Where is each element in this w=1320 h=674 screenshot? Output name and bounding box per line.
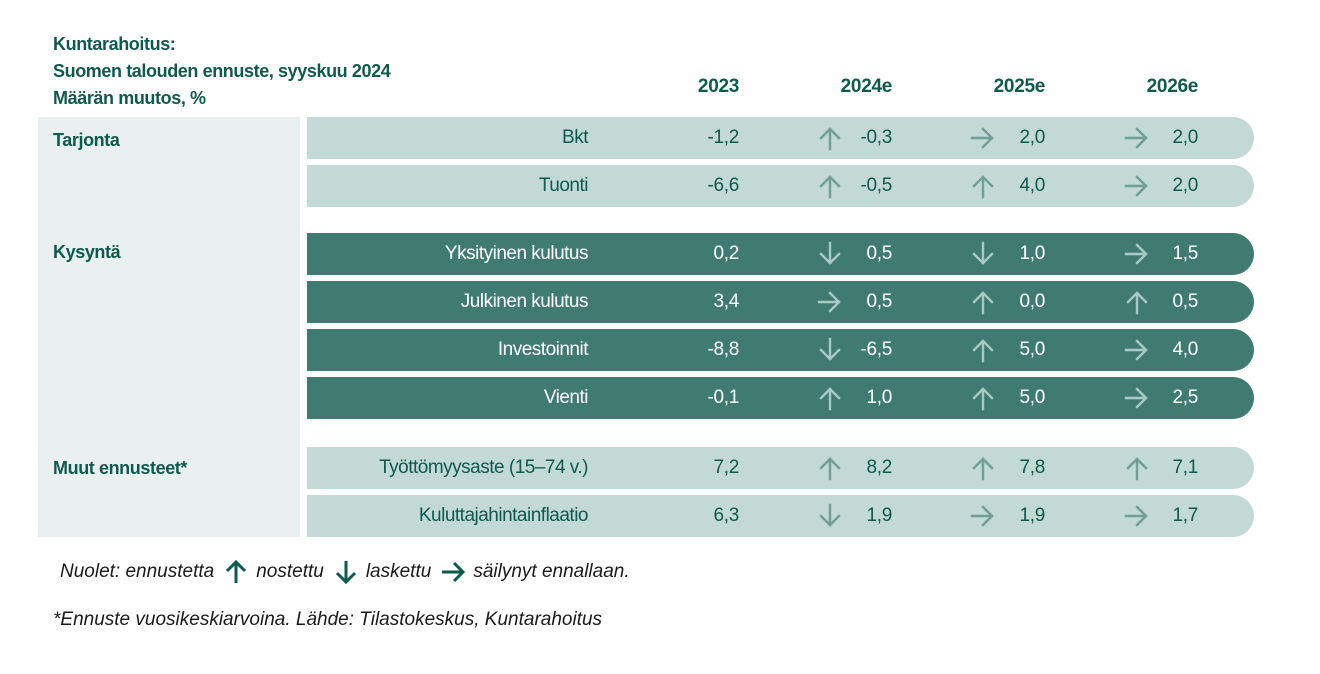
arrow-up-icon <box>817 173 843 199</box>
arrow-down-icon <box>817 337 843 363</box>
row-label: Julkinen kulutus <box>460 291 589 312</box>
cell-value: 4,0 <box>1172 339 1198 360</box>
cell-value: 8,2 <box>866 457 892 478</box>
arrow-up-icon <box>1124 289 1150 315</box>
arrow-right-icon <box>1124 503 1150 529</box>
cell-value: 3,4 <box>713 291 739 312</box>
arrow-right-icon <box>1124 241 1150 267</box>
table-row: Julkinen kulutus 3,4 0,5 0,0 0,5 <box>307 281 1254 323</box>
arrow-right-icon <box>1124 385 1150 411</box>
cell-value: 1,0 <box>866 387 892 408</box>
footnote: *Ennuste vuosikeskiarvoina. Lähde: Tilas… <box>53 609 603 630</box>
cell-value: -0,1 <box>707 387 739 408</box>
cell-value: 1,5 <box>1172 243 1198 264</box>
cell-value: 6,3 <box>713 505 739 526</box>
arrow-right-icon <box>1124 125 1150 151</box>
row-label: Tuonti <box>538 175 589 196</box>
cell-value: 0,5 <box>866 243 892 264</box>
arrow-up-icon <box>817 385 843 411</box>
row-label: Bkt <box>562 127 588 148</box>
arrow-up-icon <box>817 125 843 151</box>
cell-value: 2,0 <box>1172 127 1198 148</box>
row-label: Investoinnit <box>497 339 589 360</box>
arrow-down-icon <box>817 503 843 529</box>
arrow-down-icon <box>332 558 360 586</box>
cell-value: 1,9 <box>866 505 892 526</box>
cell-value: 1,0 <box>1019 243 1045 264</box>
legend-down-label: laskettu <box>365 561 432 582</box>
cell-value: 2,5 <box>1172 387 1198 408</box>
cell-value: -6,6 <box>707 175 739 196</box>
arrow-down-icon <box>970 241 996 267</box>
arrow-right-icon <box>1124 337 1150 363</box>
arrow-up-icon <box>970 289 996 315</box>
title-line-1: Kuntarahoitus: <box>53 34 176 54</box>
arrow-right-icon <box>439 558 467 586</box>
cell-value: 0,2 <box>713 243 739 264</box>
chart-title: Kuntarahoitus: Suomen talouden ennuste, … <box>53 31 391 112</box>
cell-value: -0,3 <box>860 127 892 148</box>
cell-value: -1,2 <box>707 127 739 148</box>
arrow-right-icon <box>1124 173 1150 199</box>
arrow-up-icon <box>1124 455 1150 481</box>
cell-value: 2,0 <box>1172 175 1198 196</box>
table-row: Vienti -0,1 1,0 5,0 2,5 <box>307 377 1254 419</box>
category-label: Muut ennusteet* <box>53 458 188 478</box>
arrow-right-icon <box>817 289 843 315</box>
arrow-up-icon <box>222 558 250 586</box>
arrow-right-icon <box>970 125 996 151</box>
cell-value: 7,2 <box>713 457 739 478</box>
title-line-2: Suomen talouden ennuste, syyskuu 2024 <box>53 61 391 81</box>
legend-prefix: Nuolet: ennustetta <box>60 561 215 582</box>
arrow-up-icon <box>817 455 843 481</box>
title-line-3: Määrän muutos, % <box>53 88 206 108</box>
table-row: Tuonti -6,6 -0,5 4,0 2,0 <box>307 165 1254 207</box>
table-row: Työttömyysaste (15–74 v.) 7,2 8,2 7,8 7,1 <box>307 447 1254 489</box>
arrow-up-icon <box>970 385 996 411</box>
cell-value: 0,5 <box>1172 291 1198 312</box>
category-label: Tarjonta <box>53 130 120 150</box>
column-header: 2025e <box>993 76 1046 97</box>
arrow-up-icon <box>970 337 996 363</box>
cell-value: 4,0 <box>1019 175 1045 196</box>
table-row: Investoinnit -8,8 -6,5 5,0 4,0 <box>307 329 1254 371</box>
cell-value: 7,8 <box>1019 457 1045 478</box>
cell-value: 7,1 <box>1172 457 1198 478</box>
row-label: Vienti <box>543 387 589 408</box>
table-row: Kuluttajahintainflaatio 6,3 1,9 1,9 1,7 <box>307 495 1254 537</box>
cell-value: 2,0 <box>1019 127 1045 148</box>
legend-up-label: nostettu <box>256 561 324 582</box>
arrow-up-icon <box>970 173 996 199</box>
arrow-legend: Nuolet: ennustetta nostettu laskettu säi… <box>60 558 630 586</box>
cell-value: 0,0 <box>1019 291 1045 312</box>
category-label: Kysyntä <box>53 242 121 262</box>
table-row: Yksityinen kulutus 0,2 0,5 1,0 1,5 <box>307 233 1254 275</box>
row-label: Yksityinen kulutus <box>444 243 589 264</box>
cell-value: 0,5 <box>866 291 892 312</box>
arrow-up-icon <box>970 455 996 481</box>
cell-value: 1,7 <box>1172 505 1198 526</box>
cell-value: -8,8 <box>707 339 739 360</box>
cell-value: 1,9 <box>1019 505 1045 526</box>
cell-value: -0,5 <box>860 175 892 196</box>
table-row: Bkt -1,2 -0,3 2,0 2,0 <box>307 117 1254 159</box>
column-header: 2024e <box>840 76 893 97</box>
cell-value: -6,5 <box>860 339 892 360</box>
row-label: Kuluttajahintainflaatio <box>418 505 589 526</box>
category-panel <box>38 117 300 537</box>
cell-value: 5,0 <box>1019 339 1045 360</box>
legend-right-label: säilynyt ennallaan. <box>473 561 630 582</box>
column-header: 2026e <box>1146 76 1199 97</box>
row-label: Työttömyysaste (15–74 v.) <box>379 457 588 478</box>
arrow-right-icon <box>970 503 996 529</box>
arrow-down-icon <box>817 241 843 267</box>
cell-value: 5,0 <box>1019 387 1045 408</box>
column-header: 2023 <box>697 76 739 97</box>
